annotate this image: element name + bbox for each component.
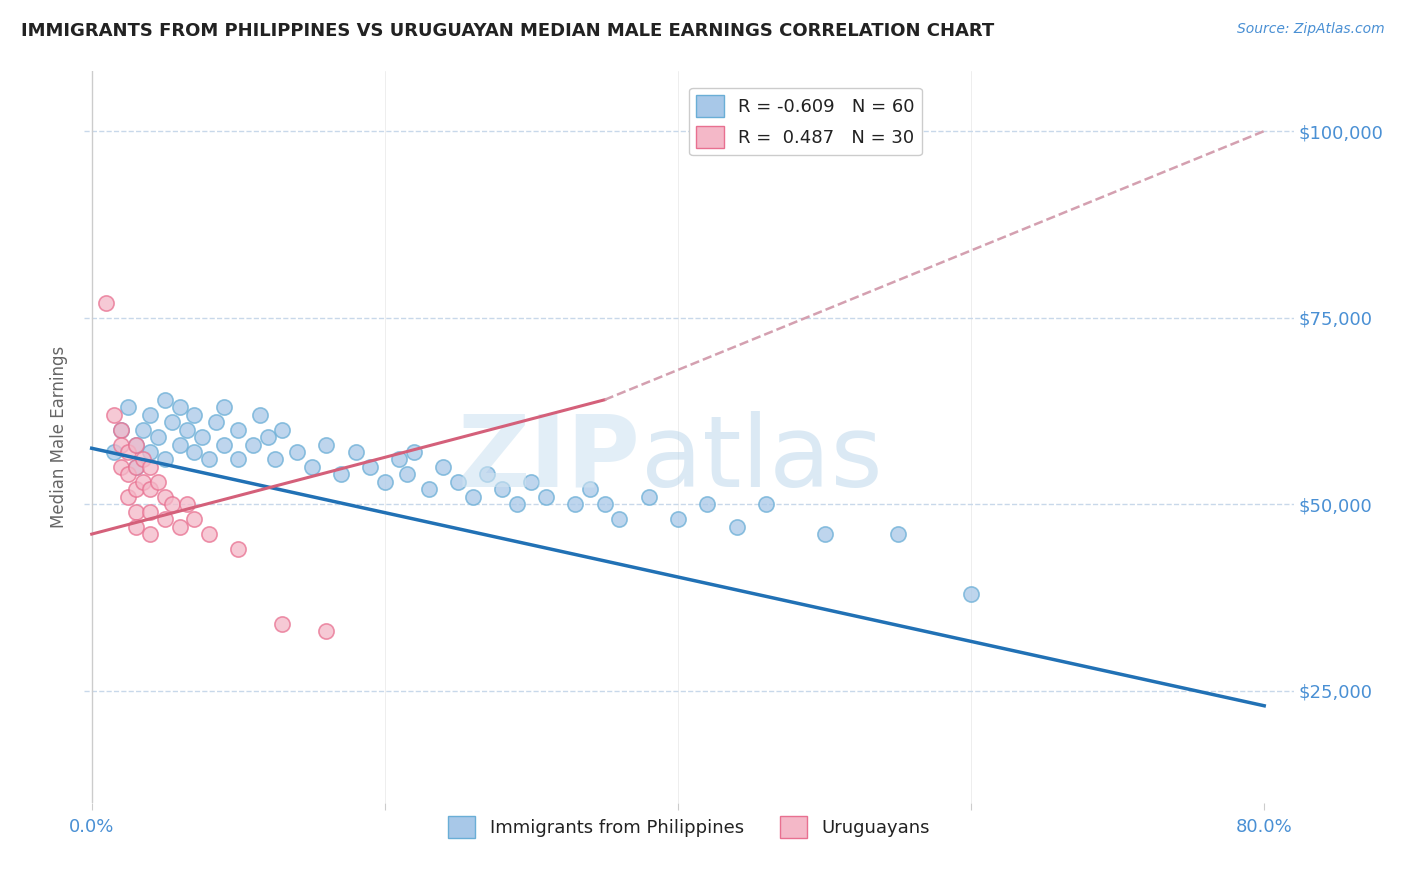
Point (124, 519, 146, 533)
Point (103, 445, 125, 459)
Point (212, 437, 235, 451)
Point (329, 467, 352, 482)
Y-axis label: Median Male Earnings: Median Male Earnings (51, 346, 69, 528)
Point (132, 475, 155, 489)
Legend: Immigrants from Philippines, Uruguayans: Immigrants from Philippines, Uruguayans (441, 808, 936, 845)
Point (696, 497, 718, 511)
Point (117, 490, 139, 504)
Point (132, 452, 155, 467)
Point (169, 437, 191, 451)
Point (242, 437, 264, 451)
Point (183, 408, 205, 422)
Text: IMMIGRANTS FROM PHILIPPINES VS URUGUAYAN MEDIAN MALE EARNINGS CORRELATION CHART: IMMIGRANTS FROM PHILIPPINES VS URUGUAYAN… (21, 22, 994, 40)
Point (226, 423, 249, 437)
Point (256, 430, 278, 444)
Point (887, 527, 910, 541)
Point (139, 445, 162, 459)
Point (124, 483, 146, 497)
Point (447, 475, 470, 489)
Point (395, 467, 418, 482)
Point (124, 459, 146, 474)
Point (666, 512, 689, 526)
Point (176, 497, 198, 511)
Point (110, 437, 132, 451)
Point (96, 295, 118, 310)
Point (344, 445, 367, 459)
Point (162, 415, 184, 429)
Point (169, 519, 191, 533)
Point (117, 467, 139, 482)
Point (315, 624, 337, 639)
Point (359, 459, 381, 474)
Point (271, 616, 294, 631)
Point (169, 401, 191, 415)
Point (637, 490, 659, 504)
Point (153, 392, 176, 407)
Point (301, 459, 323, 474)
Point (315, 437, 337, 451)
Point (139, 483, 162, 497)
Point (534, 490, 557, 504)
Point (725, 519, 748, 533)
Point (264, 452, 287, 467)
Point (190, 430, 212, 444)
Point (491, 483, 513, 497)
Point (139, 527, 162, 541)
Point (139, 459, 162, 474)
Point (404, 445, 426, 459)
Point (153, 512, 176, 526)
Point (461, 490, 484, 504)
Point (146, 430, 169, 444)
Point (117, 445, 139, 459)
Point (388, 452, 411, 467)
Text: Source: ZipAtlas.com: Source: ZipAtlas.com (1237, 22, 1385, 37)
Point (132, 423, 155, 437)
Point (506, 497, 529, 511)
Point (564, 497, 586, 511)
Point (755, 497, 778, 511)
Point (153, 452, 176, 467)
Point (124, 437, 146, 451)
Point (374, 475, 396, 489)
Point (226, 452, 249, 467)
Point (198, 452, 221, 467)
Point (162, 497, 184, 511)
Point (226, 542, 249, 557)
Point (249, 408, 271, 422)
Point (960, 587, 983, 601)
Point (271, 423, 294, 437)
Point (432, 459, 454, 474)
Point (418, 483, 440, 497)
Point (813, 527, 835, 541)
Point (117, 401, 139, 415)
Text: atlas: atlas (641, 410, 882, 508)
Point (124, 505, 146, 519)
Point (124, 437, 146, 451)
Point (477, 467, 499, 482)
Point (579, 483, 602, 497)
Point (593, 497, 616, 511)
Point (110, 423, 132, 437)
Point (139, 505, 162, 519)
Point (103, 408, 125, 422)
Point (198, 527, 221, 541)
Point (183, 445, 205, 459)
Point (205, 415, 228, 429)
Text: ZIP: ZIP (458, 410, 641, 508)
Point (124, 459, 146, 474)
Point (139, 408, 162, 422)
Point (110, 459, 132, 474)
Point (176, 423, 198, 437)
Point (183, 512, 205, 526)
Point (146, 475, 169, 489)
Point (520, 475, 543, 489)
Point (110, 423, 132, 437)
Point (607, 512, 630, 526)
Point (153, 490, 176, 504)
Point (285, 445, 308, 459)
Point (212, 401, 235, 415)
